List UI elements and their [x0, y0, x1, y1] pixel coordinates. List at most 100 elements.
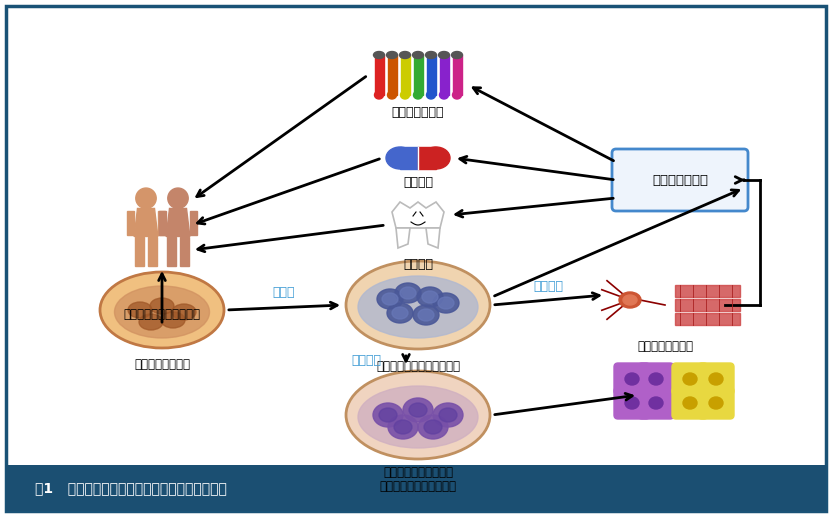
Polygon shape [166, 208, 190, 236]
Text: 药物筛选: 药物筛选 [403, 175, 433, 189]
Text: 重编程: 重编程 [273, 285, 295, 298]
Bar [167, 236, 176, 266]
FancyBboxPatch shape [672, 363, 708, 395]
Ellipse shape [414, 91, 423, 99]
Polygon shape [396, 228, 410, 248]
Ellipse shape [625, 373, 639, 385]
FancyBboxPatch shape [638, 363, 674, 395]
Ellipse shape [438, 52, 449, 58]
Text: 疾病相关功能细胞: 疾病相关功能细胞 [637, 341, 693, 354]
Ellipse shape [623, 295, 637, 305]
Ellipse shape [709, 373, 723, 385]
Ellipse shape [161, 312, 185, 328]
Ellipse shape [417, 287, 443, 307]
Ellipse shape [399, 52, 410, 58]
Ellipse shape [409, 403, 427, 417]
Ellipse shape [425, 52, 437, 58]
Ellipse shape [649, 397, 663, 409]
Ellipse shape [392, 307, 408, 319]
Ellipse shape [439, 91, 448, 99]
Ellipse shape [394, 420, 412, 434]
Ellipse shape [400, 91, 409, 99]
Bar [135, 236, 144, 266]
Bar [148, 236, 157, 266]
Ellipse shape [422, 147, 450, 169]
Ellipse shape [418, 309, 434, 321]
Ellipse shape [373, 403, 403, 427]
FancyBboxPatch shape [698, 363, 734, 395]
Ellipse shape [128, 302, 152, 318]
Ellipse shape [439, 408, 457, 422]
Ellipse shape [418, 415, 448, 439]
Ellipse shape [452, 52, 463, 58]
FancyBboxPatch shape [698, 387, 734, 419]
Bar [180, 236, 189, 266]
Ellipse shape [683, 397, 697, 409]
Ellipse shape [438, 297, 454, 309]
FancyBboxPatch shape [6, 6, 826, 511]
Polygon shape [392, 202, 444, 228]
Ellipse shape [433, 293, 459, 313]
FancyBboxPatch shape [614, 387, 650, 419]
Circle shape [168, 188, 188, 208]
Bar [427, 55, 436, 95]
Text: 疾病特异性模型: 疾病特异性模型 [652, 174, 708, 187]
Ellipse shape [346, 261, 490, 349]
Polygon shape [426, 228, 440, 248]
Text: 疾病特异性体细胞: 疾病特异性体细胞 [134, 358, 190, 372]
Bar [414, 55, 423, 95]
Text: （基因相匹配的对照组）: （基因相匹配的对照组） [379, 479, 457, 493]
Ellipse shape [374, 52, 384, 58]
Ellipse shape [387, 52, 398, 58]
Ellipse shape [413, 305, 439, 325]
Ellipse shape [346, 371, 490, 459]
Ellipse shape [139, 314, 163, 330]
Ellipse shape [358, 386, 478, 448]
Ellipse shape [377, 289, 403, 309]
FancyBboxPatch shape [612, 149, 748, 211]
Text: 下游分化: 下游分化 [533, 281, 563, 294]
Ellipse shape [358, 276, 478, 338]
Bar [400, 147, 418, 169]
Ellipse shape [379, 408, 397, 422]
Ellipse shape [400, 287, 416, 299]
Bar [675, 299, 740, 311]
Ellipse shape [387, 303, 413, 323]
Ellipse shape [388, 415, 418, 439]
Bar [453, 55, 462, 95]
Bar [418, 147, 436, 169]
Ellipse shape [150, 298, 174, 314]
Ellipse shape [625, 397, 639, 409]
Ellipse shape [424, 420, 442, 434]
Bar [158, 211, 165, 235]
Ellipse shape [374, 91, 384, 99]
Ellipse shape [395, 283, 421, 303]
Bar [127, 211, 134, 235]
Text: 再生医学: 再生医学 [403, 257, 433, 270]
Polygon shape [134, 208, 158, 236]
Ellipse shape [382, 293, 398, 305]
Text: 基因修正: 基因修正 [351, 354, 381, 367]
Ellipse shape [433, 403, 463, 427]
Text: 图1   诱导多能干细胞技术用于罕见病研究流程图: 图1 诱导多能干细胞技术用于罕见病研究流程图 [35, 481, 227, 495]
Ellipse shape [683, 373, 697, 385]
Ellipse shape [709, 397, 723, 409]
Ellipse shape [386, 147, 414, 169]
FancyBboxPatch shape [614, 363, 650, 395]
Circle shape [136, 188, 156, 208]
Bar [440, 55, 449, 95]
Bar [375, 55, 384, 95]
Text: 新的诊断标志物: 新的诊断标志物 [392, 107, 444, 119]
Text: 携带特定遗传背景的患者: 携带特定遗传背景的患者 [123, 309, 201, 322]
Ellipse shape [619, 292, 641, 308]
Bar [401, 55, 410, 95]
Ellipse shape [403, 398, 433, 422]
Ellipse shape [649, 373, 663, 385]
Text: 对照组诱导多能干细胞: 对照组诱导多能干细胞 [383, 466, 453, 479]
Text: 患者特异性诱导多能干细胞: 患者特异性诱导多能干细胞 [376, 360, 460, 373]
Bar [675, 313, 740, 325]
Ellipse shape [453, 91, 462, 99]
Ellipse shape [388, 91, 397, 99]
Bar [6, 465, 826, 511]
Ellipse shape [115, 286, 210, 338]
